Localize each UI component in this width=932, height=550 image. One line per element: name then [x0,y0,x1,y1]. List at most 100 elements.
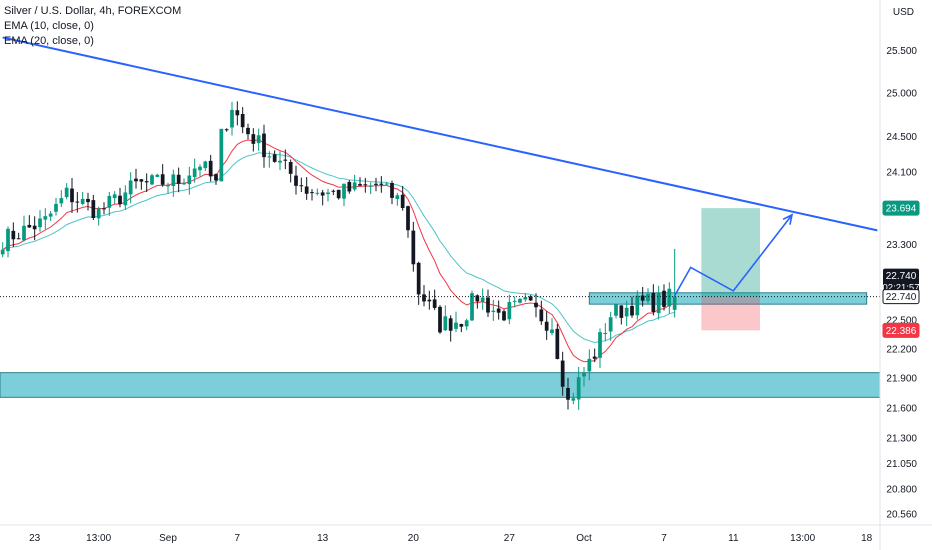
candle [406,205,410,238]
target-price-label: 23.694 [886,204,917,215]
currency-label: USD [893,7,914,18]
x-tick-label: 13:00 [790,533,815,544]
candle-body [38,218,42,228]
candle-body [432,299,437,308]
candle-body [80,198,85,204]
candle [112,191,117,204]
long-position-profit[interactable] [701,208,760,297]
candle-body [171,174,176,187]
current-price-countdown: 02:21:57 [883,283,920,294]
candle-body [32,225,37,230]
candle-body [523,297,528,300]
candle [171,169,176,197]
candle [123,185,128,210]
candle [672,248,677,318]
candle-body [27,224,32,228]
candle-body [406,206,410,231]
candle [304,177,309,200]
candle [262,124,266,168]
candle-body [22,225,26,241]
candle [224,128,229,132]
candle-body [315,192,320,194]
candle-body [203,161,208,169]
candle-body [459,324,464,327]
candle-body [502,311,506,321]
x-tick-label: Oct [576,533,592,544]
candle-body [608,317,613,332]
candle [400,185,405,211]
candle-body [16,238,21,240]
candle-body [219,128,224,182]
candle [219,128,224,182]
x-tick-label: 11 [728,533,739,544]
candle [59,190,64,208]
candle [496,300,501,320]
resistance-zone[interactable] [588,292,868,305]
candle-body [416,262,421,295]
candle [283,149,288,170]
candle [160,164,165,187]
last-price-axis-label: 22.740 [886,292,917,303]
candle-body [134,178,138,182]
candle [310,189,314,201]
candle-body [86,198,90,203]
candle-body [155,174,160,177]
candle [278,151,282,171]
candle [662,284,666,311]
candle [374,177,378,192]
candle [507,294,512,325]
candle [144,173,149,193]
candle-body [566,387,570,400]
candle-body [528,296,533,301]
candle-body [91,200,96,219]
chart-legend: Silver / U.S. Dollar, 4h, FOREXCOM EMA (… [4,4,181,49]
candle-body [614,303,618,316]
ema20-line [2,152,675,344]
candle-body [107,195,112,208]
projection-path[interactable] [674,214,793,296]
candle-body [427,299,432,302]
candle [134,168,138,189]
candle-body [534,302,538,308]
candle [651,284,656,316]
current-price-label-bg [883,268,919,295]
stop-price-label: 22.386 [886,326,917,337]
candle-body [352,182,357,190]
y-tick-label: 24.500 [886,132,917,143]
current-price-label: 22.740 [886,271,917,282]
candle-body [470,293,474,321]
long-position-risk[interactable] [701,296,760,331]
candle [6,226,10,258]
candle-body [368,185,373,187]
x-tick-label: 18 [861,533,873,544]
candle [566,377,570,410]
candle [155,173,160,178]
candle-body [582,372,586,377]
candle [326,188,330,202]
candle [11,222,16,248]
candle-body [411,230,416,265]
projection-arrow-head [782,213,794,225]
candle-body [651,292,656,312]
candle [555,323,560,360]
candle [16,232,21,240]
candle-body [176,174,181,184]
candle-body [96,208,101,219]
candle-body [480,297,485,302]
candle [576,366,581,410]
candle-body [123,192,128,206]
candle [246,123,250,140]
candle-body [592,356,597,359]
support-zone[interactable] [0,372,881,398]
candle-body [256,135,261,144]
candle [176,167,181,193]
candle [395,192,400,206]
candle [187,166,192,195]
candle-body [672,296,677,310]
candle [635,290,640,320]
candle [614,303,618,319]
trendline[interactable] [2,36,878,232]
candle-body [198,166,202,171]
